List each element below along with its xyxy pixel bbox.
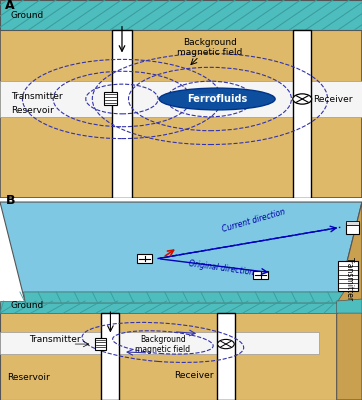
Circle shape bbox=[293, 94, 312, 104]
Circle shape bbox=[218, 339, 234, 349]
Text: Transmitter: Transmitter bbox=[11, 92, 63, 101]
FancyBboxPatch shape bbox=[0, 303, 337, 400]
Text: Reservoir: Reservoir bbox=[7, 373, 50, 382]
FancyBboxPatch shape bbox=[0, 301, 337, 313]
FancyBboxPatch shape bbox=[293, 30, 311, 198]
FancyBboxPatch shape bbox=[253, 270, 268, 279]
FancyBboxPatch shape bbox=[104, 92, 117, 105]
Text: Transmitter: Transmitter bbox=[345, 256, 354, 301]
Polygon shape bbox=[0, 202, 362, 303]
Text: Receiver: Receiver bbox=[174, 371, 213, 380]
Text: Ground: Ground bbox=[11, 301, 44, 310]
Text: B: B bbox=[5, 194, 15, 207]
Text: Background
magnetic field: Background magnetic field bbox=[135, 335, 190, 354]
Text: Current direction: Current direction bbox=[221, 208, 286, 234]
FancyBboxPatch shape bbox=[346, 221, 359, 225]
Text: Background
magnetic field: Background magnetic field bbox=[177, 38, 243, 57]
Text: Original direction: Original direction bbox=[188, 258, 254, 277]
FancyBboxPatch shape bbox=[0, 0, 362, 30]
Text: Reservoir: Reservoir bbox=[11, 106, 54, 115]
Polygon shape bbox=[337, 299, 362, 313]
FancyBboxPatch shape bbox=[0, 81, 362, 117]
Polygon shape bbox=[337, 202, 362, 400]
FancyBboxPatch shape bbox=[0, 0, 362, 198]
FancyBboxPatch shape bbox=[95, 338, 106, 350]
Ellipse shape bbox=[188, 94, 232, 100]
FancyBboxPatch shape bbox=[137, 254, 152, 263]
Polygon shape bbox=[24, 292, 344, 303]
FancyBboxPatch shape bbox=[112, 30, 132, 198]
Text: A: A bbox=[5, 0, 15, 12]
Text: Transmitter: Transmitter bbox=[29, 336, 81, 344]
Text: Ferrofluids: Ferrofluids bbox=[187, 94, 247, 104]
FancyBboxPatch shape bbox=[217, 313, 235, 400]
FancyBboxPatch shape bbox=[338, 261, 358, 291]
FancyBboxPatch shape bbox=[346, 223, 359, 234]
Text: Receiver: Receiver bbox=[313, 94, 353, 104]
FancyBboxPatch shape bbox=[101, 313, 119, 400]
Text: Ground: Ground bbox=[11, 11, 44, 20]
FancyBboxPatch shape bbox=[0, 332, 319, 354]
Ellipse shape bbox=[159, 88, 275, 110]
